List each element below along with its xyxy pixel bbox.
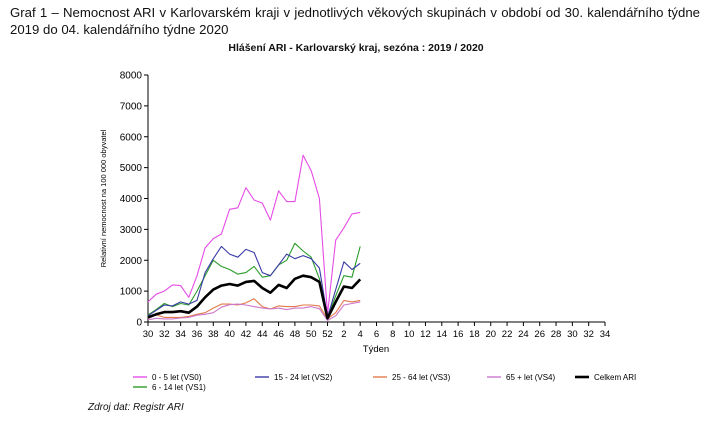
chart-series xyxy=(147,154,362,322)
series-line xyxy=(147,298,361,320)
chart-axes: 0 1000 2000 3000 4000 5000 6000 7000 8000 Relativ… xyxy=(99,71,610,356)
series-line xyxy=(147,274,362,320)
x-tick-label: 30 xyxy=(143,329,154,340)
x-tick-label: 46 xyxy=(273,329,284,340)
x-tick-label: 18 xyxy=(469,329,480,340)
x-tick-label: 40 xyxy=(224,329,235,340)
chart-legend: 0 - 5 let (VS0) 15 - 24 let (VS2) 25 - 64 … xyxy=(133,373,636,392)
y-tick-label: 0 xyxy=(136,318,142,329)
series-line xyxy=(147,301,361,322)
x-tick-label: 32 xyxy=(583,329,594,340)
x-tick-label: 26 xyxy=(534,329,545,340)
data-source-note: Zdroj dat: Registr ARI xyxy=(88,402,184,413)
legend-label: 15 - 24 let (VS2) xyxy=(274,373,333,382)
x-tick-label: 8 xyxy=(390,329,395,340)
x-tick-label: 10 xyxy=(404,329,415,340)
y-tick-label: 6000 xyxy=(120,132,143,143)
y-tick-label: 2000 xyxy=(120,256,143,267)
y-axis-label: Relativní nemocnost na 100 000 obyvatel xyxy=(99,129,108,267)
figure-caption: Graf 1 – Nemocnost ARI v Karlovarském kr… xyxy=(10,5,700,37)
x-tick-label: 28 xyxy=(551,329,562,340)
x-tick-label: 12 xyxy=(420,329,431,340)
x-axis-label: Týden xyxy=(363,344,389,355)
x-tick-label: 42 xyxy=(241,329,252,340)
legend-label: 65 + let (VS4) xyxy=(506,373,555,382)
x-tick-label: 30 xyxy=(567,329,578,340)
x-tick-label: 50 xyxy=(306,329,317,340)
x-tick-label: 2 xyxy=(341,329,346,340)
legend-label: Celkem ARI xyxy=(594,373,636,382)
legend-label: 25 - 64 let (VS3) xyxy=(392,373,451,382)
y-tick-label: 4000 xyxy=(120,194,143,205)
y-tick-label: 8000 xyxy=(120,71,143,82)
legend-label: 0 - 5 let (VS0) xyxy=(152,373,202,382)
x-tick-label: 14 xyxy=(436,329,447,340)
x-tick-label: 4 xyxy=(358,329,363,340)
x-tick-label: 38 xyxy=(208,329,219,340)
x-tick-label: 34 xyxy=(600,329,611,340)
x-tick-label: 34 xyxy=(175,329,186,340)
x-tick-label: 36 xyxy=(192,329,203,340)
chart-title: Hlášení ARI - Karlovarský kraj, sezóna :… xyxy=(228,42,484,54)
y-tick-label: 7000 xyxy=(120,101,143,112)
x-tick-label: 32 xyxy=(159,329,170,340)
x-tick-label: 22 xyxy=(502,329,513,340)
x-tick-label: 44 xyxy=(257,329,268,340)
x-tick-label: 24 xyxy=(518,329,529,340)
y-tick-label: 1000 xyxy=(120,287,143,298)
x-tick-label: 6 xyxy=(374,329,379,340)
x-tick-label: 48 xyxy=(290,329,301,340)
legend-label: 6 - 14 let (VS1) xyxy=(152,383,206,392)
y-tick-label: 3000 xyxy=(120,225,143,236)
series-line xyxy=(147,154,361,315)
x-tick-label: 16 xyxy=(453,329,464,340)
x-tick-label: 20 xyxy=(485,329,496,340)
y-tick-label: 5000 xyxy=(120,163,143,174)
x-tick-label: 52 xyxy=(322,329,333,340)
